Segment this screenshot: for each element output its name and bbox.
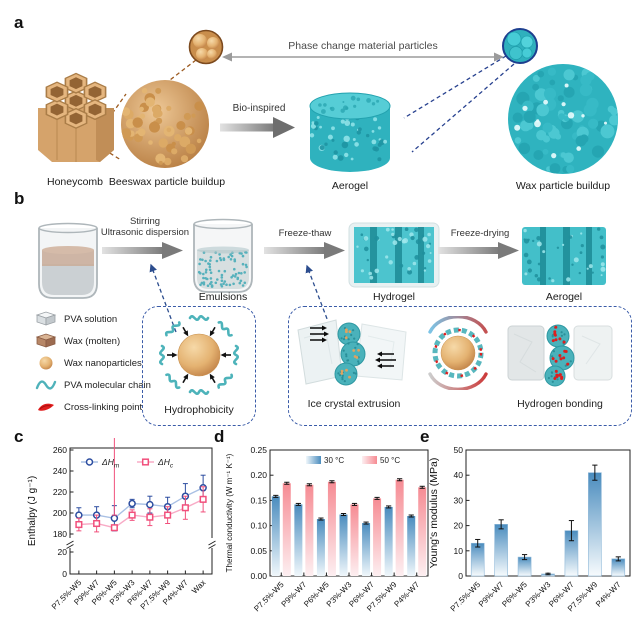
crosslinked-particle-illustration	[428, 316, 488, 390]
honeycomb-illustration	[38, 72, 114, 162]
svg-text:0: 0	[458, 571, 463, 581]
svg-text:0.05: 0.05	[250, 546, 267, 556]
navy-dashed-connector	[403, 55, 515, 153]
hydrogen-bonding-illustration	[507, 324, 613, 387]
cycle-arrow-bottom-icon	[428, 372, 488, 390]
hydrophobicity-illustration	[159, 315, 239, 395]
stirring-text: Stirring	[129, 216, 161, 227]
svg-text:Enthalpy (J g⁻¹): Enthalpy (J g⁻¹)	[27, 476, 38, 546]
panel-c-label: c	[14, 427, 24, 446]
svg-text:240: 240	[53, 466, 67, 476]
legend-item-wax-molten: Wax (molten)	[34, 332, 120, 350]
caption-hydrogel: Hydrogel	[372, 291, 416, 303]
ice-extrusion-illustration	[297, 319, 407, 386]
svg-text:50: 50	[454, 445, 464, 455]
beaker-solution-illustration	[38, 222, 98, 299]
double-arrow-icon	[222, 52, 504, 62]
legend-item-pva-chain: PVA molecular chain	[34, 376, 151, 394]
svg-text:30: 30	[454, 495, 464, 505]
svg-text:40: 40	[454, 470, 464, 480]
hydrophobicity-box	[142, 306, 256, 426]
svg-text:P7.5%-W5: P7.5%-W5	[449, 580, 483, 614]
phase-particles-text: Phase change material particles	[288, 40, 438, 52]
wax-particle-inset-icon	[502, 28, 538, 64]
svg-text:200: 200	[53, 508, 67, 518]
panel-b-label: b	[14, 189, 25, 208]
aerogel-block-illustration	[522, 227, 606, 285]
beaker-emulsion-illustration	[193, 218, 253, 293]
ultrasonic-text: Ultrasonic dispersion	[100, 227, 190, 239]
dashed-up-arrow-icon	[149, 263, 333, 333]
process-arrow-1-icon	[102, 242, 183, 259]
svg-text:P4%-W7: P4%-W7	[594, 580, 623, 609]
panel-e-label: e	[420, 427, 430, 446]
caption-aerogel: Aerogel	[331, 180, 369, 192]
freeze-thaw-text: Freeze-thaw	[278, 228, 332, 239]
legend-label: PVA molecular chain	[64, 379, 151, 391]
caption-beeswax: Beeswax particle buildup	[108, 176, 226, 188]
panel-a-label: a	[14, 13, 24, 32]
svg-text:ΔHc: ΔHc	[157, 457, 174, 470]
legend-item-pva-solution: PVA solution	[34, 310, 117, 328]
caption-emulsions: Emulsions	[198, 291, 248, 303]
thermal-conductivity-chart: 0.000.050.100.150.200.25P7.5%-W5P9%-W7P6…	[225, 445, 429, 614]
caption-honeycomb: Honeycomb	[46, 176, 104, 188]
enthalpy-chart: 020180200220240260P7.5%-W5P9%-W7P6%-W5P3…	[27, 438, 216, 611]
pva-chain-icon	[35, 380, 57, 390]
svg-text:20: 20	[58, 547, 68, 557]
svg-text:Young's modulus (MPa): Young's modulus (MPa)	[428, 458, 440, 569]
svg-text:0.10: 0.10	[250, 521, 267, 531]
svg-text:30 °C: 30 °C	[324, 456, 344, 465]
process-arrow-3-icon	[438, 242, 519, 259]
svg-text:220: 220	[53, 487, 67, 497]
bio-inspired-text: Bio-inspired	[232, 103, 286, 114]
cycle-arrow-top-icon	[428, 316, 488, 334]
hydrophobicity-label: Hydrophobicity	[164, 404, 234, 416]
bio-inspired-arrow-icon	[220, 117, 295, 138]
svg-text:Thermal conductivity (W m⁻¹ K⁻: Thermal conductivity (W m⁻¹ K⁻¹)	[225, 453, 234, 572]
svg-text:0.25: 0.25	[250, 445, 267, 455]
beeswax-particle-inset-icon	[188, 29, 224, 65]
caption-wax-buildup: Wax particle buildup	[515, 180, 611, 192]
beeswax-buildup-illustration	[121, 80, 209, 168]
legend-label: PVA solution	[64, 313, 118, 325]
freeze-drying-text: Freeze-drying	[450, 228, 510, 239]
svg-text:P4%-W7: P4%-W7	[392, 580, 421, 609]
hydrogen-bonding-label: Hydrogen bonding	[517, 398, 603, 410]
pva-solution-icon	[35, 311, 57, 326]
svg-text:Wax: Wax	[190, 578, 207, 595]
svg-text:0.00: 0.00	[250, 571, 267, 581]
youngs-modulus-chart: 01020304050P7.5%-W5P9%-W7P6%-W5P3%-W3P6%…	[428, 445, 631, 614]
legend-label: Cross-linking point	[64, 401, 143, 413]
mechanism-box	[288, 306, 632, 426]
step-stirring-label: Stirring Ultrasonic dispersion	[92, 216, 198, 239]
svg-text:180: 180	[53, 529, 67, 539]
crosslink-point-icon	[38, 403, 54, 411]
svg-text:0.20: 0.20	[250, 470, 267, 480]
process-arrow-2-icon	[264, 242, 345, 259]
legend-label: Wax (molten)	[64, 335, 121, 347]
svg-text:10: 10	[454, 546, 464, 556]
svg-text:0: 0	[62, 569, 67, 579]
svg-text:50 °C: 50 °C	[380, 456, 400, 465]
caption-aerogel-b: Aerogel	[545, 291, 583, 303]
panel-d-label: d	[214, 427, 225, 446]
svg-text:0.15: 0.15	[250, 495, 267, 505]
extrusion-arrows-icon	[310, 327, 396, 367]
legend-item-wax-nanoparticles: Wax nanoparticles	[34, 354, 142, 372]
legend-item-crosslink: Cross-linking point	[34, 398, 142, 416]
svg-text:ΔHm: ΔHm	[101, 457, 120, 470]
ice-extrusion-label: Ice crystal extrusion	[307, 398, 401, 410]
hydrogel-block-illustration	[348, 222, 440, 288]
svg-text:P7.5%-W5: P7.5%-W5	[252, 580, 286, 614]
legend-label: Wax nanoparticles	[64, 357, 142, 369]
svg-text:20: 20	[454, 521, 464, 531]
svg-text:260: 260	[53, 445, 67, 455]
aerogel-cylinder-illustration	[309, 92, 391, 172]
wax-molten-icon	[35, 333, 57, 348]
wax-nanoparticle-icon	[39, 356, 53, 370]
wax-buildup-illustration	[508, 64, 618, 174]
